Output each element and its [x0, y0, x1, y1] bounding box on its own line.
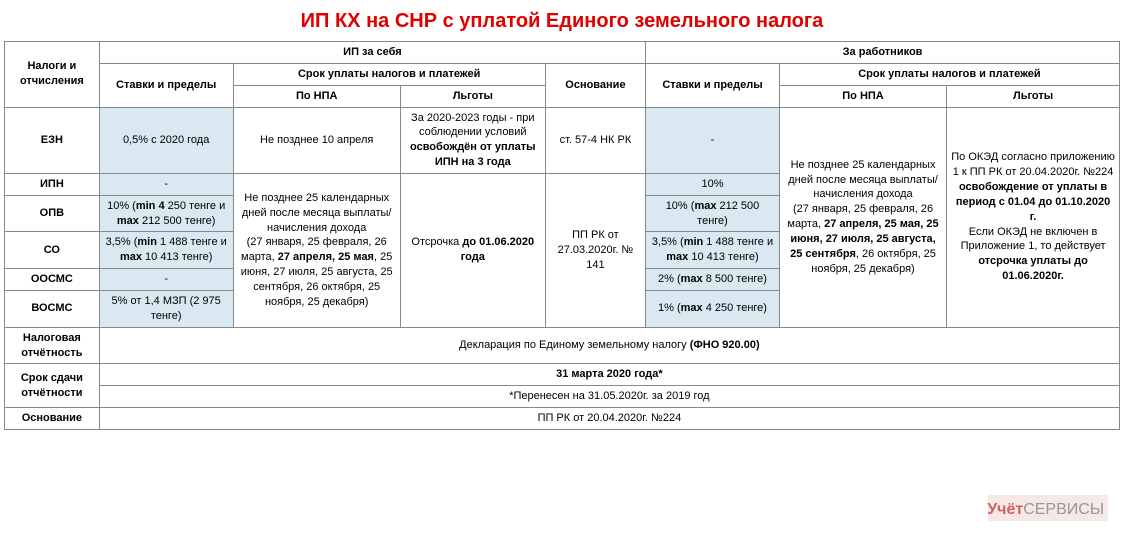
self-npa-dates-bold: 27 апреля, 25 мая [278, 251, 374, 263]
opv-s-pre: 10% ( [107, 200, 136, 212]
emp-ben-b1: освобождение от уплаты в период с 01.04 … [956, 181, 1110, 223]
basis-value: ПП РК от 20.04.2020г. №224 [99, 408, 1119, 430]
opv-self-rate: 10% (min 4 250 тенге и max 212 500 тенге… [99, 195, 233, 232]
col-emp-group: За работников [646, 42, 1120, 64]
watermark-box [988, 495, 1108, 521]
so-s-post: 10 413 тенге) [142, 251, 212, 263]
so-emp-rate: 3,5% (min 1 488 тенге и max 10 413 тенге… [646, 232, 780, 269]
oosms-e-pre: 2% ( [658, 273, 681, 285]
col-emp-rates: Ставки и пределы [646, 63, 780, 107]
report-pre: Декларация по Единому земельному налогу [459, 339, 690, 351]
opv-s-post: 212 500 тенге) [139, 215, 216, 227]
self-ben-pre: Отсрочка [411, 236, 462, 248]
self-npa-block: Не позднее 25 календарных дней после мес… [233, 173, 400, 327]
so-s-b1: min [137, 236, 157, 248]
col-self-benefits: Льготы [400, 85, 545, 107]
watermark: УчётСЕРВИСЫ [987, 501, 1104, 519]
opv-emp-rate: 10% (max 212 500 тенге) [646, 195, 780, 232]
oosms-emp-rate: 2% (max 8 500 тенге) [646, 269, 780, 291]
opv-e-pre: 10% ( [666, 200, 695, 212]
col-emp-npa: По НПА [779, 85, 946, 107]
col-self-basis: Основание [545, 63, 645, 107]
oosms-label: ООСМС [5, 269, 100, 291]
ezn-self-basis: ст. 57-4 НК РК [545, 107, 645, 173]
vosms-self-rate: 5% от 1,4 МЗП (2 975 тенге) [99, 290, 233, 327]
self-npa-pre: Не позднее 25 календарных дней после мес… [242, 192, 392, 234]
col-emp-deadline: Срок уплаты налогов и платежей [779, 63, 1119, 85]
so-label: СО [5, 232, 100, 269]
so-e-pre: 3,5% ( [652, 236, 684, 248]
so-s-pre: 3,5% ( [106, 236, 138, 248]
opv-label: ОПВ [5, 195, 100, 232]
self-basis-block: ПП РК от 27.03.2020г. № 141 [545, 173, 645, 327]
basis-label: Основание [5, 408, 100, 430]
col-emp-benefits: Льготы [947, 85, 1120, 107]
opv-e-b: max [694, 200, 716, 212]
vosms-e-pre: 1% ( [658, 302, 681, 314]
so-s-mid: 1 488 тенге и [157, 236, 227, 248]
vosms-emp-rate: 1% (max 4 250 тенге) [646, 290, 780, 327]
so-self-rate: 3,5% (min 1 488 тенге и max 10 413 тенге… [99, 232, 233, 269]
tax-table: Налоги и отчисления ИП за себя За работн… [4, 41, 1120, 430]
col-self-deadline: Срок уплаты налогов и платежей [233, 63, 545, 85]
row-deadline-1: Срок сдачи отчётности 31 марта 2020 года… [5, 364, 1120, 386]
opv-s-b1: min 4 [136, 200, 165, 212]
ezn-emp-rate: - [646, 107, 780, 173]
emp-ben-b2: отсрочка уплаты до 01.06.2020г. [978, 255, 1087, 282]
so-e-b2: max [666, 251, 688, 263]
oosms-e-b: max [681, 273, 703, 285]
watermark-b: СЕРВИСЫ [1023, 501, 1104, 518]
report-label: Налоговая отчётность [5, 327, 100, 364]
emp-npa-block: Не позднее 25 календарных дней после мес… [779, 107, 946, 327]
ezn-self-rate: 0,5% с 2020 года [99, 107, 233, 173]
ipn-self-rate: - [99, 173, 233, 195]
emp-npa-pre: Не позднее 25 календарных дней после мес… [788, 159, 938, 201]
row-ezn: ЕЗН 0,5% с 2020 года Не позднее 10 апрел… [5, 107, 1120, 173]
deadline-value-2: *Перенесен на 31.05.2020г. за 2019 год [99, 386, 1119, 408]
report-bold: (ФНО 920.00) [690, 339, 760, 351]
so-e-b1: min [684, 236, 704, 248]
col-taxes: Налоги и отчисления [5, 42, 100, 108]
vosms-e-b: max [681, 302, 703, 314]
ezn-self-npa: Не позднее 10 апреля [233, 107, 400, 173]
ipn-emp-rate: 10% [646, 173, 780, 195]
so-s-b2: max [120, 251, 142, 263]
self-benefit-block: Отсрочка до 01.06.2020 года [400, 173, 545, 327]
col-self-npa: По НПА [233, 85, 400, 107]
emp-benefit-block: По ОКЭД согласно приложению 1 к ПП РК от… [947, 107, 1120, 327]
ezn-label: ЕЗН [5, 107, 100, 173]
oosms-self-rate: - [99, 269, 233, 291]
ezn-benefit-pre: За 2020-2023 годы - при соблюдении услов… [411, 112, 534, 139]
row-deadline-2: *Перенесен на 31.05.2020г. за 2019 год [5, 386, 1120, 408]
ipn-label: ИПН [5, 173, 100, 195]
ezn-benefit-bold: освобождён от уплаты ИПН на 3 года [410, 141, 536, 168]
emp-ben-l1: По ОКЭД согласно приложению 1 к ПП РК от… [951, 151, 1115, 178]
col-self-group: ИП за себя [99, 42, 645, 64]
page-title: ИП КХ на СНР с уплатой Единого земельног… [4, 4, 1120, 41]
col-self-rates: Ставки и пределы [99, 63, 233, 107]
header-row-1: Налоги и отчисления ИП за себя За работн… [5, 42, 1120, 64]
header-row-2: Ставки и пределы Срок уплаты налогов и п… [5, 63, 1120, 85]
deadline-value-1: 31 марта 2020 года* [99, 364, 1119, 386]
opv-s-mid: 250 тенге и [165, 200, 226, 212]
opv-s-b2: max [117, 215, 139, 227]
deadline-label: Срок сдачи отчётности [5, 364, 100, 408]
so-e-post: 10 413 тенге) [688, 251, 758, 263]
self-ben-bold: до 01.06.2020 года [461, 236, 534, 263]
emp-ben-l2: Если ОКЭД не включен в Приложение 1, то … [961, 226, 1106, 253]
row-basis: Основание ПП РК от 20.04.2020г. №224 [5, 408, 1120, 430]
vosms-label: ВОСМС [5, 290, 100, 327]
report-value: Декларация по Единому земельному налогу … [99, 327, 1119, 364]
vosms-e-post: 4 250 тенге) [703, 302, 767, 314]
so-e-mid: 1 488 тенге и [703, 236, 773, 248]
watermark-a: Учёт [987, 501, 1023, 518]
ezn-self-benefit: За 2020-2023 годы - при соблюдении услов… [400, 107, 545, 173]
row-report: Налоговая отчётность Декларация по Едино… [5, 327, 1120, 364]
oosms-e-post: 8 500 тенге) [703, 273, 767, 285]
